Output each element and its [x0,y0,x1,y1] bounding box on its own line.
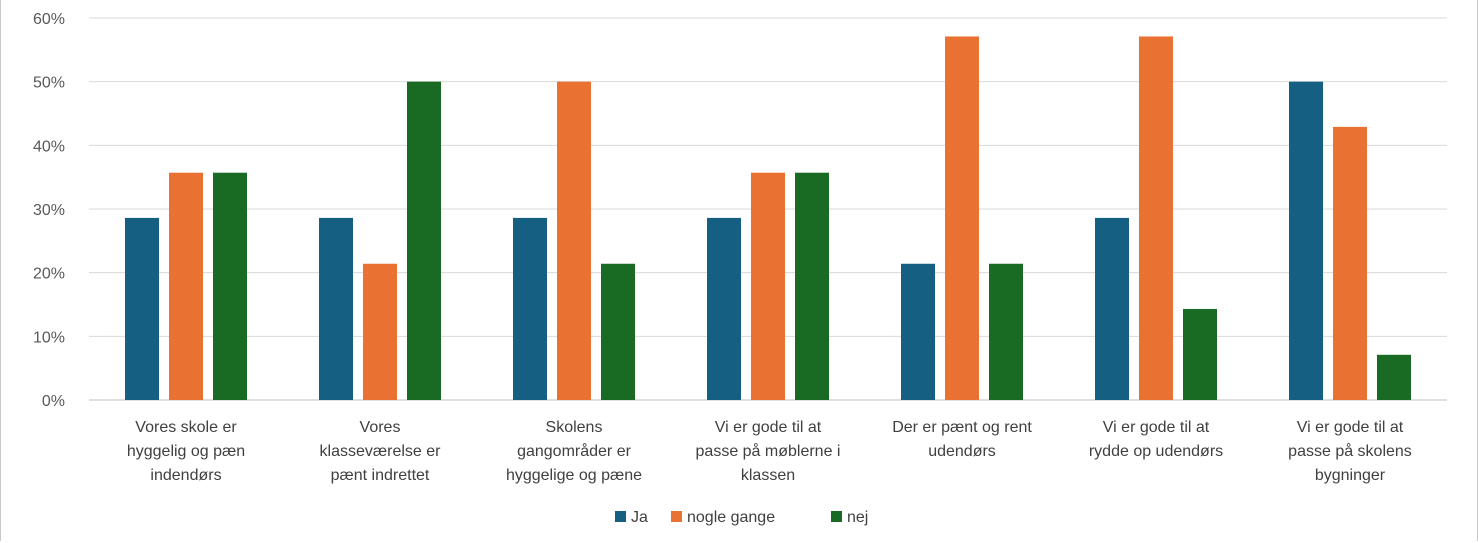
y-tick-label: 10% [33,329,65,346]
bar-nogle-gange-4 [945,36,979,401]
category-label: passe på skolens [1288,442,1412,460]
category-label: Skolens [546,419,603,436]
bar-ja-5 [1095,217,1129,400]
bar-nej-2 [601,263,635,400]
y-tick-label: 30% [33,202,65,219]
bar-ja-2 [513,217,547,400]
bar-ja-1 [319,217,353,400]
bars [125,36,1411,401]
bar-nogle-gange-2 [557,81,591,401]
bar-nogle-gange-5 [1139,36,1173,401]
bar-ja-6 [1289,81,1323,401]
category-label: rydde op udendørs [1089,443,1223,460]
category-label: hyggelige og pæne [506,467,642,484]
category-label: klasseværelse er [320,443,442,460]
category-label: Vores skole er [135,419,237,436]
category-label: indendørs [150,467,221,484]
bar-ja-0 [125,217,159,400]
y-tick-label: 0% [42,393,65,410]
category-label: hyggelig og pæn [127,443,245,460]
category-label: bygninger [1315,467,1386,484]
category-label: Der er pænt og rent [892,419,1032,436]
legend-swatch [671,511,682,522]
bar-nogle-gange-1 [363,263,397,400]
bar-nej-6 [1377,354,1411,400]
legend-label: Ja [631,509,648,526]
legend-label: nogle gange [687,509,775,526]
category-label: passe på møblerne i [696,442,841,460]
bar-ja-3 [707,217,741,400]
y-tick-label: 60% [33,11,65,28]
legend-swatch [615,511,626,522]
y-axis: 0% 10% 20% 30% 40% 50% 60% [33,11,65,410]
category-label: klassen [741,467,795,484]
x-axis: Vores skole er hyggelig og pæn indendørs Vo… [127,419,1412,484]
category-label: pænt indrettet [331,467,430,484]
legend: Ja nogle gange nej [615,509,868,526]
category-label: Vi er gode til at [715,419,822,436]
bar-ja-4 [901,263,935,400]
category-label: Vi er gode til at [1297,419,1404,436]
bar-nej-3 [795,172,829,400]
category-label: gangområder er [517,442,632,460]
bar-nej-5 [1183,308,1217,400]
legend-swatch [831,511,842,522]
bar-nogle-gange-3 [751,172,785,400]
y-tick-label: 40% [33,138,65,155]
bar-nej-4 [989,263,1023,400]
category-label: Vi er gode til at [1103,419,1210,436]
y-tick-label: 20% [33,266,65,283]
bar-nej-1 [407,81,441,401]
category-label: udendørs [928,443,996,460]
bar-nogle-gange-0 [169,172,203,400]
legend-label: nej [847,509,868,526]
category-label: Vores [360,419,401,436]
bar-nogle-gange-6 [1333,126,1367,401]
bar-nej-0 [213,172,247,400]
y-tick-label: 50% [33,75,65,92]
